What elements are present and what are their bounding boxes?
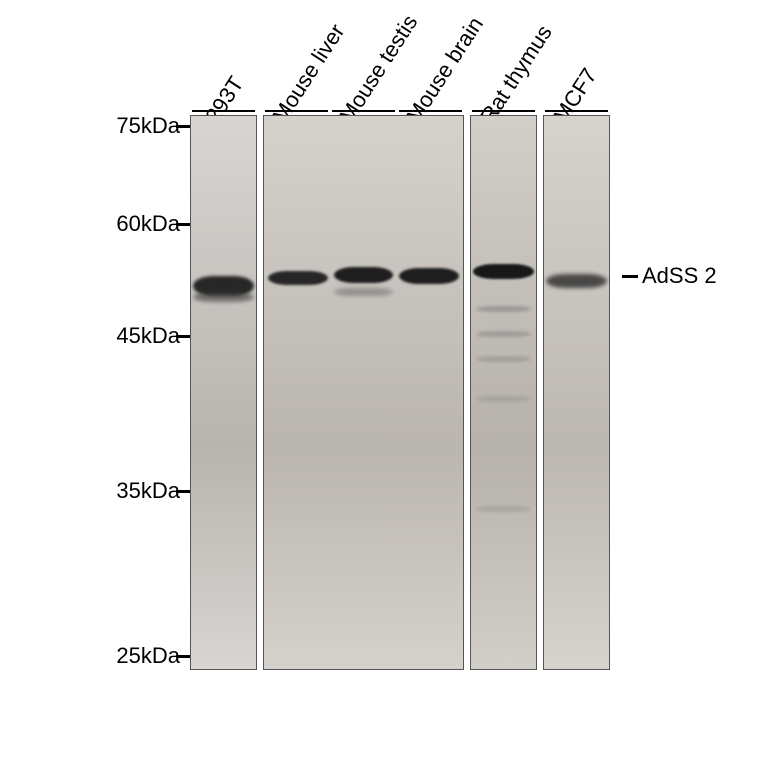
protein-band (399, 268, 459, 284)
lane-underline (472, 110, 535, 112)
protein-band (476, 396, 531, 402)
protein-label-tick (622, 275, 638, 278)
mw-marker-label: 45kDa (90, 323, 180, 349)
protein-band (476, 331, 531, 337)
lane-underline (332, 110, 395, 112)
blot-lane-group (470, 115, 537, 670)
protein-band (334, 288, 394, 296)
protein-band (473, 264, 534, 279)
protein-band (476, 506, 531, 512)
protein-band (546, 274, 607, 288)
lane-underline (192, 110, 255, 112)
protein-band (193, 292, 254, 302)
blot-lane-group (190, 115, 257, 670)
protein-label: AdSS 2 (642, 263, 717, 289)
blot-lane-group (263, 115, 464, 670)
lane-underline (545, 110, 608, 112)
western-blot (190, 115, 620, 670)
protein-band (476, 306, 531, 312)
mw-marker-label: 35kDa (90, 478, 180, 504)
protein-band (476, 356, 531, 362)
protein-band (268, 271, 328, 285)
lane-underline (265, 110, 328, 112)
lane-underline (399, 110, 462, 112)
mw-marker-label: 25kDa (90, 643, 180, 669)
mw-marker-label: 60kDa (90, 211, 180, 237)
mw-marker-label: 75kDa (90, 113, 180, 139)
protein-band (334, 267, 394, 283)
blot-lane-group (543, 115, 610, 670)
